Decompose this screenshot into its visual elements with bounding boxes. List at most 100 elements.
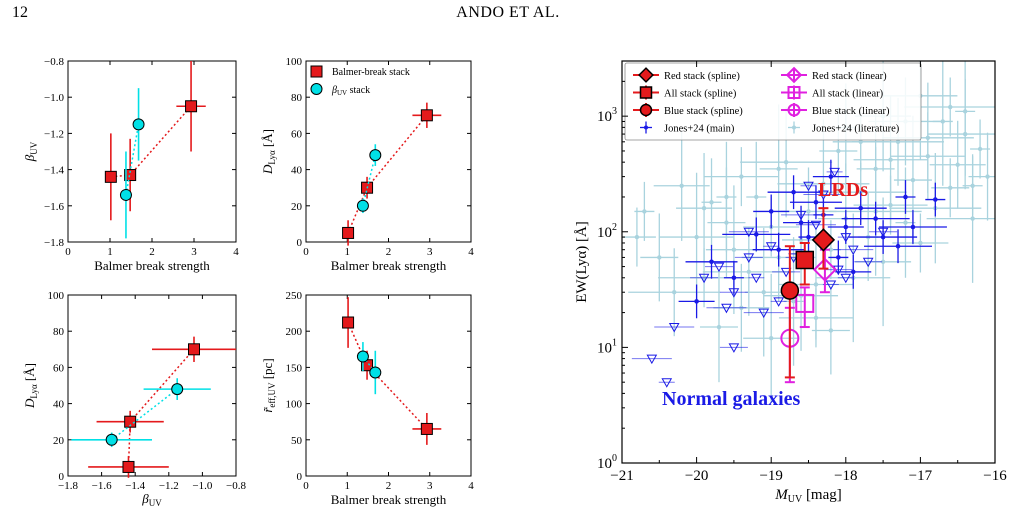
marker-dot [731, 275, 737, 281]
marker-dot [776, 247, 781, 252]
jones-main-upper-limit [658, 378, 675, 388]
marker-dot [754, 194, 759, 200]
marker-dot [679, 183, 684, 188]
marker-dot [843, 224, 849, 230]
marker-triangle-down [825, 280, 837, 291]
marker-dot [910, 177, 916, 183]
y-tick-label: −0.8 [44, 56, 64, 68]
marker-dot [694, 234, 699, 240]
x-axis-label: βUV [141, 491, 162, 508]
x-tick-label: −1.4 [125, 480, 145, 492]
marker-dot [731, 247, 737, 252]
jones-literature-point [744, 227, 783, 357]
y-axis-label: EW(Lyα) [Å] [574, 221, 590, 303]
marker-dot [880, 234, 886, 240]
y-tick-label: 100 [597, 453, 617, 472]
x-tick-label: −1.0 [192, 480, 212, 492]
jones-literature-point [926, 154, 995, 283]
jones-main-point [895, 180, 916, 214]
jones-main-upper-limit [763, 242, 780, 252]
data-point-square [188, 343, 200, 356]
x-tick-label: −1.2 [159, 480, 179, 492]
series-connector [362, 356, 376, 373]
marker-dot [769, 336, 774, 341]
jones-main-upper-limit [772, 267, 801, 278]
marker-triangle-down [810, 220, 822, 231]
data-point-square [342, 226, 355, 239]
axes-frame [67, 294, 237, 477]
y-tick-label: −1.6 [44, 201, 64, 213]
y-axis-label: DLyα [Å] [22, 363, 39, 409]
legend-label: All stack (linear) [812, 89, 884, 100]
y-tick-label: 50 [291, 435, 303, 447]
jones-main-point [841, 201, 910, 236]
legend-label: Jones+24 (literature) [812, 124, 900, 135]
marker-dot [776, 166, 781, 172]
jones-main-point [722, 217, 791, 252]
y-tick-label: 100 [48, 290, 65, 302]
data-point-square [124, 415, 137, 428]
jones-main-upper-limit [833, 245, 874, 256]
jones-main-upper-limit [770, 297, 787, 307]
jones-literature-point [634, 181, 655, 241]
y-tick-label: 60 [291, 128, 303, 140]
jones-literature-point [704, 147, 779, 207]
marker-diamond [811, 228, 836, 252]
x-tick-label: 4 [468, 480, 474, 492]
legend-label-balmer-break-stack: Balmer-break stack [332, 67, 410, 78]
x-tick-label: −1.6 [92, 480, 112, 492]
jones-main-point [789, 185, 842, 220]
series-connector [125, 124, 140, 196]
marker-dot [813, 199, 819, 205]
page-number: 12 [12, 4, 28, 21]
marker-dot [836, 255, 841, 260]
y-tick-label: 250 [286, 290, 303, 302]
jones-main-point [767, 175, 820, 210]
y-tick-label: 20 [53, 435, 65, 447]
legend-label: Blue stack (linear) [812, 106, 890, 117]
data-point-circle [369, 149, 382, 162]
y-tick-label: 40 [53, 399, 65, 411]
marker-triangle-down [818, 190, 829, 201]
jones-main-upper-limit [803, 190, 844, 201]
data-point-square [104, 170, 117, 183]
x-tick-label: 4 [233, 246, 239, 258]
jones-literature-point [968, 132, 995, 221]
data-point-square [122, 460, 135, 473]
x-tick-label: 1 [345, 246, 351, 258]
marker-dot [925, 135, 931, 140]
marker-dot [724, 194, 729, 200]
jones-main-upper-limit [743, 308, 784, 319]
marker-dot [903, 194, 908, 200]
marker-dot [828, 174, 834, 179]
jones-main-upper-limit [826, 167, 843, 178]
series-connector [127, 348, 195, 467]
jones-main-point [835, 254, 872, 289]
y-tick-label: 0 [297, 237, 303, 249]
marker-dot [828, 247, 834, 252]
marker-dot [903, 220, 908, 225]
y-tick-label: −1.0 [44, 92, 64, 104]
axes-frame [67, 60, 237, 243]
marker-triangle-down [713, 262, 725, 273]
jones-literature-point [811, 286, 850, 375]
y-tick-label: 100 [286, 56, 303, 68]
x-tick-label: −17 [909, 468, 933, 484]
marker-triangle-down [765, 242, 777, 252]
data-point-square [124, 169, 137, 182]
marker-dot [753, 232, 759, 237]
marker-dot [806, 209, 811, 214]
legend-e: Red stack (spline) All stack (spline) Blue… [624, 62, 922, 141]
legend-label: All stack (spline) [664, 89, 737, 100]
series-red [342, 297, 442, 445]
jones-main-upper-limit [854, 257, 883, 268]
marker-dot [709, 259, 714, 265]
panel-a-balmer-vs-beta: 0 1 2 3 4 −1.8 −1.6 −1.4 −1.2 −1.0 −0.8 Balmer brea… [22, 56, 239, 273]
marker-dot [940, 119, 945, 124]
marker-dot [858, 139, 863, 145]
x-tick-label: 1 [107, 246, 113, 258]
data-point-square [342, 316, 355, 329]
y-tick-label: 0 [297, 471, 303, 483]
jones-main-upper-limit [704, 262, 733, 273]
legend-marker-circle [787, 103, 801, 117]
